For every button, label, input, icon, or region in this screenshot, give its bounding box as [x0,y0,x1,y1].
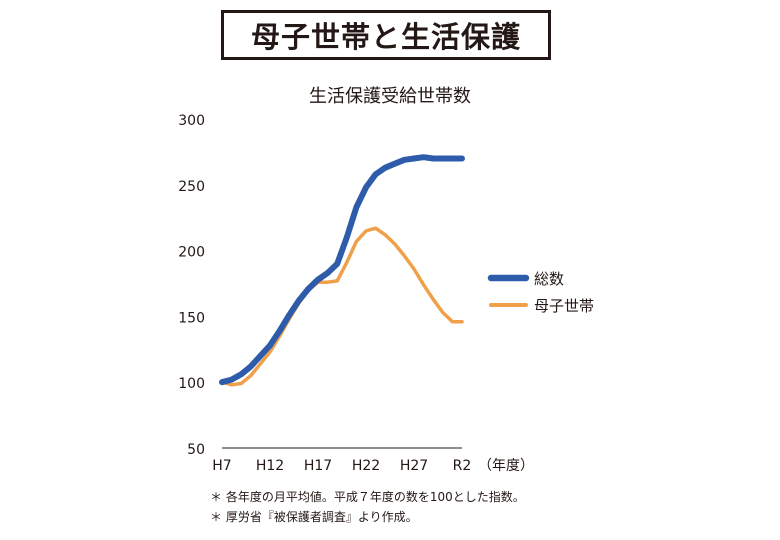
x-tick-label: H17 [304,458,332,474]
y-tick-label: 150 [178,310,205,326]
x-tick-label: H12 [256,458,284,474]
x-axis-label: （年度） [478,458,534,474]
footnote-2: ＊ 厚労省『被保護者調査』より作成。 [210,510,418,524]
y-tick-label: 200 [178,245,205,261]
x-tick-label: H22 [352,458,380,474]
y-tick-label: 300 [178,113,205,129]
legend-label: 母子世帯 [534,297,594,315]
legend-label: 総数 [534,270,564,288]
y-tick-label: 100 [178,376,205,392]
chart-title: 生活保護受給世帯数 [309,86,471,107]
y-tick-label: 50 [187,442,205,458]
page-title-box: 母子世帯と生活保護 [221,10,551,60]
series-line-total [219,154,465,386]
series-line-single-mother [220,226,464,387]
x-tick-label: H7 [212,458,231,474]
y-tick-label: 250 [178,179,205,195]
page-title: 母子世帯と生活保護 [250,20,521,54]
footnote-1: ＊ 各年度の月平均値。平成７年度の数を100とした指数。 [210,490,525,504]
x-tick-label: H27 [400,458,428,474]
x-tick-label: R2 [453,458,472,474]
